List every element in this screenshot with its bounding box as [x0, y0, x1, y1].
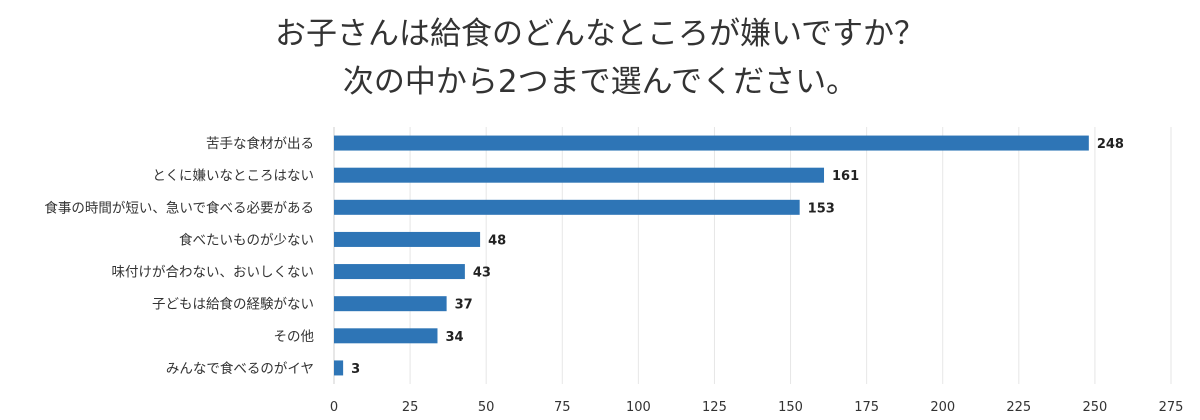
chart-subtitle: 次の中から2つまで選んでください。 — [342, 64, 858, 100]
x-tick-label-10: 250 — [1082, 400, 1107, 415]
x-tick-label-1: 25 — [402, 400, 419, 415]
x-tick-label-9: 225 — [1006, 400, 1031, 415]
x-tick-label-11: 275 — [1159, 400, 1184, 415]
bar-3 — [334, 231, 481, 247]
category-label-1: とくに嫌いなところはない — [152, 168, 314, 184]
bar-2 — [334, 199, 800, 215]
x-tick-label-7: 175 — [854, 400, 879, 415]
value-label-3: 48 — [488, 233, 506, 248]
bar-6 — [334, 328, 438, 344]
category-label-3: 食べたいものが少ない — [179, 231, 314, 248]
bar-0 — [334, 135, 1089, 151]
bar-1 — [334, 167, 825, 183]
bar-5 — [334, 296, 447, 312]
x-tick-label-8: 200 — [930, 400, 955, 415]
value-label-1: 161 — [832, 169, 859, 184]
x-tick-label-6: 150 — [778, 400, 803, 415]
x-tick-label-0: 0 — [330, 400, 338, 415]
category-label-6: その他 — [274, 329, 315, 345]
x-tick-label-2: 50 — [478, 400, 495, 415]
bar-4 — [334, 264, 465, 280]
value-label-5: 37 — [455, 298, 473, 313]
x-tick-label-4: 100 — [626, 400, 651, 415]
x-tick-label-3: 75 — [554, 400, 571, 415]
value-label-2: 153 — [808, 201, 835, 216]
value-label-4: 43 — [473, 266, 491, 281]
category-label-7: みんなで食べるのがイヤ — [166, 360, 314, 377]
value-label-6: 34 — [445, 330, 463, 345]
bar-7 — [334, 360, 344, 376]
value-label-0: 248 — [1097, 137, 1124, 152]
category-label-5: 子どもは給食の経験がない — [152, 296, 314, 313]
x-tick-label-5: 125 — [702, 400, 727, 415]
value-label-7: 3 — [351, 362, 360, 377]
category-label-4: 味付けが合わない、おいしくない — [112, 265, 315, 281]
category-label-2: 食事の時間が短い、急いで食べる必要がある — [44, 199, 314, 216]
chart-title: お子さんは給食のどんなところが嫌いですか？ — [274, 16, 926, 52]
category-label-0: 苦手な食材が出る — [206, 135, 314, 152]
